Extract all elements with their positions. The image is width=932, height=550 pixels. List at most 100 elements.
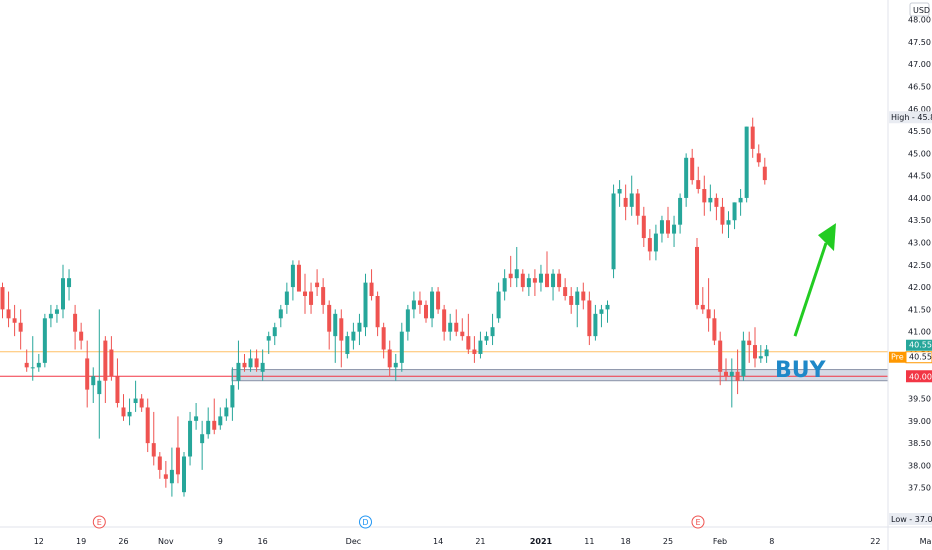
candle-body[interactable] xyxy=(472,349,477,354)
candle-body[interactable] xyxy=(387,349,392,368)
candle-body[interactable] xyxy=(520,273,525,288)
candle-body[interactable] xyxy=(532,278,537,283)
candle-body[interactable] xyxy=(557,273,562,288)
candle-body[interactable] xyxy=(436,291,441,310)
candle-body[interactable] xyxy=(712,318,717,341)
candle-body[interactable] xyxy=(508,273,513,279)
candle-body[interactable] xyxy=(623,197,628,207)
candle-body[interactable] xyxy=(581,291,586,301)
candle-body[interactable] xyxy=(375,296,380,328)
candle-body[interactable] xyxy=(393,362,398,368)
candle-body[interactable] xyxy=(411,300,416,310)
candle-body[interactable] xyxy=(490,327,495,337)
candle-body[interactable] xyxy=(448,322,453,332)
candle-body[interactable] xyxy=(514,269,519,279)
candle-body[interactable] xyxy=(653,233,658,252)
candle-body[interactable] xyxy=(718,340,723,372)
candle-body[interactable] xyxy=(109,349,114,377)
candle-body[interactable] xyxy=(200,434,205,444)
candle-body[interactable] xyxy=(647,238,652,252)
event-marker[interactable] xyxy=(92,515,106,529)
candle-body[interactable] xyxy=(526,278,531,288)
candle-body[interactable] xyxy=(73,313,78,332)
candle-body[interactable] xyxy=(484,336,489,341)
candle-body[interactable] xyxy=(762,166,767,181)
candle-body[interactable] xyxy=(169,469,174,484)
candle-body[interactable] xyxy=(97,380,102,395)
candle-body[interactable] xyxy=(708,197,713,203)
candle-body[interactable] xyxy=(684,157,689,198)
candle-body[interactable] xyxy=(417,300,422,305)
candle-body[interactable] xyxy=(278,309,283,319)
candle-body[interactable] xyxy=(91,376,96,386)
candle-body[interactable] xyxy=(672,224,677,234)
candle-body[interactable] xyxy=(454,322,459,332)
candle-body[interactable] xyxy=(569,296,574,305)
candle-body[interactable] xyxy=(629,193,634,207)
candle-body[interactable] xyxy=(36,362,41,368)
candle-body[interactable] xyxy=(351,331,356,341)
candle-body[interactable] xyxy=(339,318,344,341)
candle-body[interactable] xyxy=(127,411,132,417)
candle-body[interactable] xyxy=(18,322,23,332)
candle-body[interactable] xyxy=(357,322,362,332)
candle-body[interactable] xyxy=(587,300,592,337)
candle-body[interactable] xyxy=(605,304,610,310)
candle-body[interactable] xyxy=(224,407,229,417)
candle-body[interactable] xyxy=(690,157,695,181)
candle-body[interactable] xyxy=(729,371,734,377)
candle-body[interactable] xyxy=(54,309,59,314)
candle-body[interactable] xyxy=(575,291,580,305)
candle-body[interactable] xyxy=(593,313,598,337)
candle-body[interactable] xyxy=(753,345,757,359)
candle-body[interactable] xyxy=(236,362,241,381)
candle-body[interactable] xyxy=(24,362,29,368)
candle-body[interactable] xyxy=(248,358,253,368)
candle-body[interactable] xyxy=(563,287,568,297)
candle-body[interactable] xyxy=(363,282,368,328)
candle-body[interactable] xyxy=(735,371,740,381)
candle-body[interactable] xyxy=(641,215,646,239)
candle-body[interactable] xyxy=(635,193,640,216)
candle-body[interactable] xyxy=(424,304,428,319)
candle-body[interactable] xyxy=(242,362,247,368)
candle-body[interactable] xyxy=(182,456,186,493)
candle-body[interactable] xyxy=(695,246,699,305)
candle-body[interactable] xyxy=(79,331,84,341)
candle-body[interactable] xyxy=(230,385,235,408)
candle-body[interactable] xyxy=(121,407,126,417)
candle-body[interactable] xyxy=(12,318,17,323)
candle-body[interactable] xyxy=(617,189,622,194)
candle-body[interactable] xyxy=(309,291,314,305)
candle-body[interactable] xyxy=(315,282,320,288)
candle-body[interactable] xyxy=(260,362,265,372)
candle-body[interactable] xyxy=(188,420,193,457)
candle-body[interactable] xyxy=(750,126,755,149)
candle-body[interactable] xyxy=(0,287,5,310)
candle-body[interactable] xyxy=(345,336,350,354)
candle-body[interactable] xyxy=(700,304,705,310)
candle-body[interactable] xyxy=(545,273,549,288)
candle-body[interactable] xyxy=(103,340,108,381)
candle-body[interactable] xyxy=(430,291,435,319)
time-axis[interactable]: 12 19 26 Nov 9 16 Dec 14 21 2021 11 18 25 Feb 8 22 Mar xyxy=(0,526,932,546)
candle-body[interactable] xyxy=(714,197,719,207)
candle-body[interactable] xyxy=(157,456,162,470)
candle-body[interactable] xyxy=(48,313,53,319)
candle-body[interactable] xyxy=(61,278,65,310)
candle-body[interactable] xyxy=(284,291,289,305)
candle-body[interactable] xyxy=(666,220,670,234)
candle-body[interactable] xyxy=(599,309,604,314)
candle-body[interactable] xyxy=(659,220,664,234)
candle-body[interactable] xyxy=(139,398,144,408)
currency-badge[interactable] xyxy=(909,2,930,17)
candle-body[interactable] xyxy=(290,264,295,288)
candle-body[interactable] xyxy=(303,291,307,297)
candle-body[interactable] xyxy=(696,180,701,190)
candle-body[interactable] xyxy=(6,309,11,319)
candle-body[interactable] xyxy=(163,474,168,479)
event-marker[interactable] xyxy=(359,515,372,529)
candle-body[interactable] xyxy=(502,278,507,292)
candle-body[interactable] xyxy=(369,282,374,297)
candle-body[interactable] xyxy=(496,291,501,319)
